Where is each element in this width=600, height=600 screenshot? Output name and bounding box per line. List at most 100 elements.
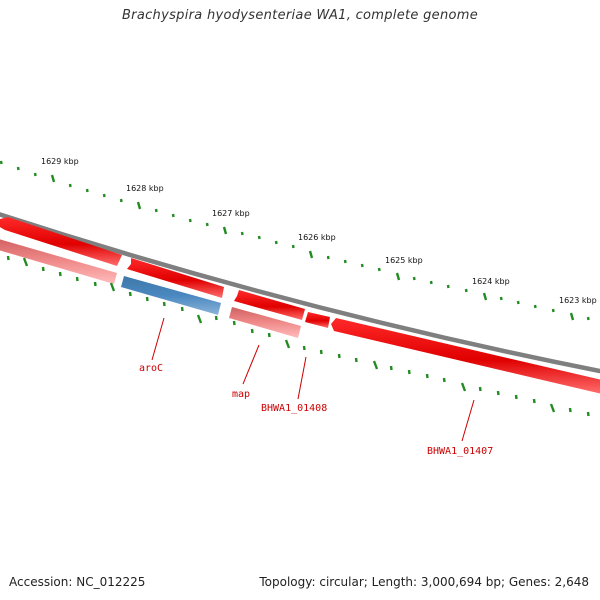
minor-tick [180, 306, 184, 312]
genome-backbone [0, 212, 600, 374]
gene-arrow-forward[interactable] [305, 312, 330, 328]
major-tick [196, 314, 203, 324]
outer-tick-ring [0, 160, 590, 321]
major-tick [460, 382, 467, 392]
gene-labels: aroC map BHWA1_01408 BHWA1_01407 [139, 363, 493, 457]
minor-tick [514, 394, 518, 400]
minor-tick [532, 398, 536, 404]
minor-tick [319, 349, 323, 355]
callout-line-bhwa1-01407 [461, 399, 475, 442]
minor-tick [446, 284, 450, 289]
gene-label-bhwa1-01408[interactable]: BHWA1_01408 [261, 403, 327, 414]
major-tick [549, 403, 556, 413]
minor-tick [205, 222, 209, 227]
minor-tick [337, 353, 341, 359]
minor-tick [478, 386, 482, 392]
minor-tick [75, 276, 79, 282]
minor-tick [145, 296, 149, 302]
major-tick [395, 272, 401, 281]
minor-tick [407, 369, 411, 375]
minor-tick [360, 263, 364, 268]
kbp-label: 1629 kbp [41, 157, 79, 166]
minor-tick [41, 266, 45, 272]
minor-tick [119, 198, 123, 203]
callout-line-aroC [151, 317, 165, 361]
minor-tick [33, 172, 37, 177]
minor-tick [291, 244, 295, 249]
gene-arrow-bhwa1-01407[interactable] [331, 318, 600, 394]
major-tick [569, 312, 575, 321]
gene-arrow-forward[interactable] [234, 290, 305, 320]
minor-tick [250, 328, 254, 334]
kbp-labels: 1629 kbp 1628 kbp 1627 kbp 1626 kbp 1625… [41, 157, 597, 305]
minor-tick [568, 407, 572, 413]
minor-tick [240, 231, 244, 236]
gene-bar-aroC[interactable] [121, 276, 221, 315]
minor-tick [551, 308, 555, 313]
minor-tick [442, 377, 446, 383]
accession-text: Accession: NC_012225 [9, 575, 146, 589]
minor-tick [354, 357, 358, 363]
minor-tick [68, 183, 72, 188]
minor-tick [267, 332, 271, 338]
genome-summary-text: Topology: circular; Length: 3,000,694 bp… [259, 575, 589, 589]
reverse-strand-genes [0, 238, 301, 338]
kbp-label: 1624 kbp [472, 277, 510, 286]
minor-tick [257, 235, 261, 240]
minor-tick [102, 193, 106, 198]
minor-tick [377, 267, 381, 272]
gene-arrow-forward[interactable] [0, 217, 122, 266]
gene-label-aroC[interactable]: aroC [139, 363, 163, 374]
gene-arrow-forward[interactable] [127, 258, 224, 298]
kbp-label: 1626 kbp [298, 233, 336, 242]
minor-tick [154, 208, 158, 213]
minor-tick [188, 218, 192, 223]
minor-tick [302, 345, 306, 351]
minor-tick [429, 280, 433, 285]
minor-tick [214, 315, 218, 321]
minor-tick [85, 188, 89, 193]
inner-tick-ring [6, 255, 590, 417]
major-tick [284, 339, 291, 349]
minor-tick [171, 213, 175, 218]
minor-tick [516, 300, 520, 305]
gene-label-bhwa1-01407[interactable]: BHWA1_01407 [427, 446, 493, 457]
major-tick [50, 174, 56, 183]
minor-tick [425, 373, 429, 379]
minor-tick [6, 255, 10, 261]
minor-tick [464, 288, 468, 293]
minor-tick [499, 296, 503, 301]
major-tick [308, 250, 314, 259]
major-tick [372, 360, 379, 370]
minor-tick [58, 271, 62, 277]
gene-label-map[interactable]: map [232, 389, 250, 400]
major-tick [22, 257, 29, 267]
minor-tick [412, 276, 416, 281]
major-tick [136, 201, 142, 210]
minor-tick [0, 160, 3, 165]
callout-line-bhwa1-01408 [297, 356, 307, 400]
major-tick [482, 292, 488, 301]
minor-tick [343, 259, 347, 264]
minor-tick [232, 320, 236, 326]
gene-bar-reverse[interactable] [0, 238, 117, 284]
minor-tick [128, 291, 132, 297]
minor-tick [93, 281, 97, 287]
minor-tick [586, 411, 590, 417]
genome-title: Brachyspira hyodysenteriae WA1, complete… [121, 8, 479, 23]
gene-bar-map[interactable] [229, 307, 301, 338]
minor-tick [533, 304, 537, 309]
minor-tick [586, 316, 590, 321]
kbp-label: 1628 kbp [126, 184, 164, 193]
callout-line-map [242, 344, 260, 385]
minor-tick [389, 365, 393, 371]
kbp-label: 1625 kbp [385, 256, 423, 265]
kbp-label: 1627 kbp [212, 209, 250, 218]
kbp-label: 1623 kbp [559, 296, 597, 305]
minor-tick [16, 166, 20, 171]
gene-callout-lines [151, 317, 475, 442]
minor-tick [162, 301, 166, 307]
minor-tick [496, 390, 500, 396]
minor-tick [274, 240, 278, 245]
